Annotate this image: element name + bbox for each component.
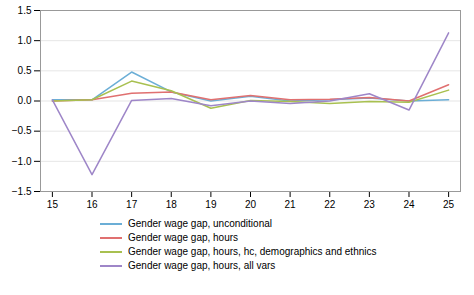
svg-text:23: 23 xyxy=(364,199,376,210)
svg-text:15: 15 xyxy=(47,199,59,210)
html-text:Gender wage gap, hours: Gender wage gap, hours xyxy=(128,232,239,243)
svg-text:22: 22 xyxy=(324,199,336,210)
html-text:Gender wage gap, unconditional: Gender wage gap, unconditional xyxy=(128,218,272,229)
svg-text:0.5: 0.5 xyxy=(18,65,32,76)
svg-text:1.0: 1.0 xyxy=(18,35,32,46)
svg-text:−1.5: −1.5 xyxy=(12,186,32,197)
svg-text:1.5: 1.5 xyxy=(18,5,32,16)
svg-text:21: 21 xyxy=(285,199,297,210)
svg-text:20: 20 xyxy=(245,199,257,210)
svg-text:16: 16 xyxy=(86,199,98,210)
svg-text:19: 19 xyxy=(205,199,217,210)
svg-text:17: 17 xyxy=(126,199,138,210)
html-text:Gender wage gap, hours, hc, de: Gender wage gap, hours, hc, demographics… xyxy=(128,246,377,257)
svg-text:−1.0: −1.0 xyxy=(12,156,32,167)
html-text:Gender wage gap, hours, all va: Gender wage gap, hours, all vars xyxy=(128,260,276,271)
svg-text:18: 18 xyxy=(166,199,178,210)
svg-text:24: 24 xyxy=(403,199,415,210)
svg-text:−0.5: −0.5 xyxy=(12,125,32,136)
svg-text:0.0: 0.0 xyxy=(18,95,32,106)
svg-text:25: 25 xyxy=(443,199,455,210)
